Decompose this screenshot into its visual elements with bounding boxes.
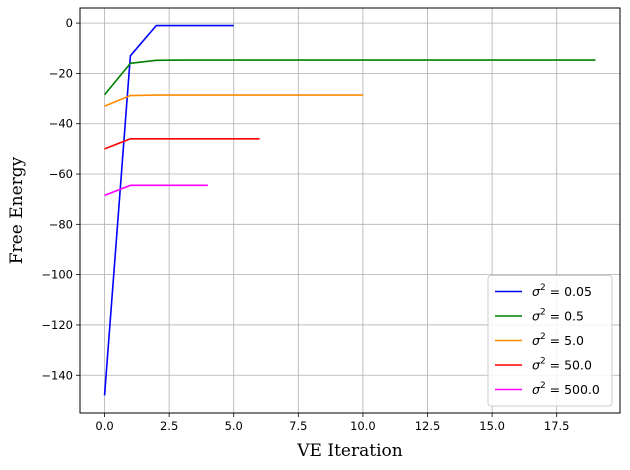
x-tick-label: 5.0 bbox=[225, 419, 243, 433]
x-tick-label: 0.0 bbox=[95, 419, 113, 433]
legend-entry-label: σ2 = 500.0 bbox=[532, 381, 600, 397]
y-tick-label: −100 bbox=[41, 268, 73, 282]
series-line-sigma2-5_0 bbox=[104, 94, 363, 107]
x-axis-ticks: 0.0 2.5 5.0 7.5 10.0 12.5 15.0 17.5 bbox=[95, 413, 570, 433]
y-tick-label: −120 bbox=[41, 318, 73, 332]
x-tick-label: 7.5 bbox=[289, 419, 307, 433]
x-tick-label: 10.0 bbox=[350, 419, 376, 433]
legend-entry-label: σ2 = 5.0 bbox=[532, 332, 584, 348]
y-tick-label: −20 bbox=[49, 66, 73, 80]
legend-box bbox=[487, 275, 613, 407]
series-line-sigma2-500_0 bbox=[104, 184, 208, 197]
series-line-sigma2-0_5 bbox=[103, 59, 596, 96]
x-tick-label: 12.5 bbox=[415, 419, 441, 433]
series-line-sigma2-0_05 bbox=[103, 24, 234, 396]
y-tick-label: −80 bbox=[49, 217, 73, 231]
y-tick-label: −40 bbox=[49, 117, 73, 131]
x-axis-label: VE Iteration bbox=[296, 441, 402, 461]
legend-entry-label: σ2 = 0.05 bbox=[532, 283, 592, 299]
x-tick-label: 2.5 bbox=[160, 419, 178, 433]
legend-entry-label: σ2 = 50.0 bbox=[532, 357, 592, 373]
series-line-sigma2-50_0 bbox=[104, 138, 260, 150]
y-tick-label: 0 bbox=[66, 16, 73, 30]
x-tick-label: 17.5 bbox=[544, 419, 570, 433]
y-tick-label: −140 bbox=[41, 368, 73, 382]
legend: σ2 = 0.05 σ2 = 0.5 σ2 = 5.0 σ2 = 50.0 σ2 = 5… bbox=[487, 275, 613, 407]
x-tick-label: 15.0 bbox=[479, 419, 505, 433]
y-axis-label: Free Energy bbox=[7, 156, 27, 264]
plot-frame bbox=[79, 7, 621, 414]
grid-lines bbox=[80, 8, 620, 413]
y-tick-label: −60 bbox=[49, 167, 73, 181]
legend-entry-label: σ2 = 0.5 bbox=[532, 308, 584, 324]
y-axis-ticks: 0 −20 −40 −60 −80 −100 −120 −140 bbox=[41, 16, 80, 382]
series-lines bbox=[103, 24, 596, 396]
